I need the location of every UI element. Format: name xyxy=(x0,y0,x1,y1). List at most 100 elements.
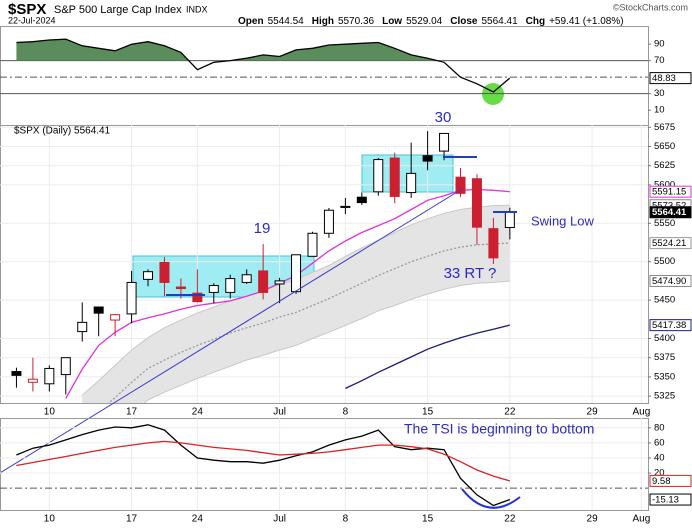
y-tick-label: 5400 xyxy=(654,333,675,344)
candle-body xyxy=(126,281,137,315)
x-tick-label: 8 xyxy=(343,407,349,418)
candle-body xyxy=(77,321,88,333)
x-tick-label: Jul xyxy=(273,514,286,525)
y-tick-label: 70 xyxy=(654,55,665,66)
x-tick-label: 10 xyxy=(44,514,56,525)
y-tick-label: 5350 xyxy=(654,371,675,382)
exchange: INDX xyxy=(186,4,208,14)
x-tick-label: 8 xyxy=(343,514,349,525)
line xyxy=(65,188,510,399)
candle-body xyxy=(27,378,38,383)
candle-body xyxy=(422,155,433,162)
candle-body xyxy=(291,254,302,293)
candle-body xyxy=(11,371,22,376)
quote-value: 5570.36 xyxy=(338,16,375,27)
value-box xyxy=(649,185,692,198)
value-label: 5417.38 xyxy=(652,320,686,331)
fill-above xyxy=(16,39,510,61)
candle-body xyxy=(44,367,55,385)
quote-value: +59.41 (+1.08%) xyxy=(549,16,624,27)
value-label: 5564.41 xyxy=(652,207,687,218)
panel xyxy=(0,125,649,404)
symbol: $SPX xyxy=(8,1,46,18)
y-tick-label: 60 xyxy=(654,437,665,448)
annotation: 19 xyxy=(254,220,271,237)
value-box xyxy=(649,319,692,332)
quote-label: Open xyxy=(238,16,264,27)
value-label: 5591.15 xyxy=(652,187,686,198)
candle-body xyxy=(208,285,219,293)
x-tick-label: 17 xyxy=(126,514,138,525)
quote-label: Low xyxy=(382,16,402,27)
candle-body xyxy=(455,176,466,194)
y-tick-label: 5675 xyxy=(654,122,675,133)
candle-body xyxy=(504,211,515,228)
quote-line: Open 5544.54 High 5570.36 Low 5529.04 Close 556… xyxy=(238,16,624,27)
plot-area xyxy=(0,125,648,403)
candle-body xyxy=(488,228,499,259)
value-label: 48.83 xyxy=(652,73,676,84)
y-tick-label: 10 xyxy=(654,105,665,116)
y-tick-label: 5550 xyxy=(654,218,675,229)
x-tick-label: 29 xyxy=(587,514,599,525)
candle-body xyxy=(225,278,236,293)
line xyxy=(107,242,510,403)
candle-body xyxy=(241,274,252,283)
x-tick-label: 29 xyxy=(587,407,599,418)
credit: ©StockCharts.com xyxy=(613,2,688,12)
x-tick-label: Jul xyxy=(273,407,286,418)
y-tick-label: 5625 xyxy=(654,160,675,171)
y-tick-label: 5650 xyxy=(654,141,675,152)
candle-body xyxy=(307,232,318,257)
panel-label: $SPX (Daily) 5564.41 xyxy=(14,126,111,137)
y-tick-label: 5325 xyxy=(654,391,675,402)
y-tick-label: 5375 xyxy=(654,352,675,363)
band xyxy=(82,205,510,403)
quote-value: 5544.54 xyxy=(268,16,305,27)
bottom-arc xyxy=(461,488,521,509)
plot-area xyxy=(0,418,648,510)
x-tick-label: 15 xyxy=(422,514,434,525)
candle-body xyxy=(389,157,400,197)
quote-value: 5529.04 xyxy=(406,16,443,27)
x-tick-label: 10 xyxy=(44,407,56,418)
date: 22-Jul-2024 xyxy=(8,15,56,25)
security-name: S&P 500 Large Cap Index xyxy=(54,4,182,16)
y-tick-label: 30 xyxy=(654,88,665,99)
x-tick-label: Aug xyxy=(633,514,651,525)
x-tick-label: 24 xyxy=(192,407,204,418)
value-box xyxy=(649,493,692,506)
y-tick-label: 20 xyxy=(654,468,665,479)
quote-label: Close xyxy=(450,16,478,27)
line xyxy=(16,424,511,507)
value-box xyxy=(649,474,692,487)
value-label: 5474.90 xyxy=(652,276,686,287)
y-tick-label: 5600 xyxy=(654,179,675,190)
candle-body xyxy=(159,261,170,283)
quote-label: High xyxy=(312,16,334,27)
value-label: -15.13 xyxy=(652,495,679,506)
x-tick-label: 22 xyxy=(504,514,516,525)
plot-area xyxy=(0,38,648,95)
annotation: 33 RT ? xyxy=(444,265,497,282)
quote-value: 5564.41 xyxy=(481,16,518,27)
annotation-title: The TSI is beginning to bottom xyxy=(404,421,594,437)
value-box xyxy=(649,237,692,250)
candle-body xyxy=(356,196,367,204)
candle-body xyxy=(143,271,154,280)
band-lower xyxy=(143,280,510,403)
trendline xyxy=(0,188,463,474)
candle-body xyxy=(258,270,269,293)
x-tick-label: 15 xyxy=(422,407,434,418)
y-tick-label: 90 xyxy=(654,39,665,50)
candle-body xyxy=(439,132,450,152)
value-box xyxy=(649,274,692,287)
candle-body xyxy=(406,172,417,194)
y-tick-label: 80 xyxy=(654,422,665,433)
candle-body xyxy=(93,306,104,314)
panel xyxy=(0,418,649,511)
x-tick-label: 17 xyxy=(126,407,138,418)
candle-body xyxy=(373,159,384,193)
